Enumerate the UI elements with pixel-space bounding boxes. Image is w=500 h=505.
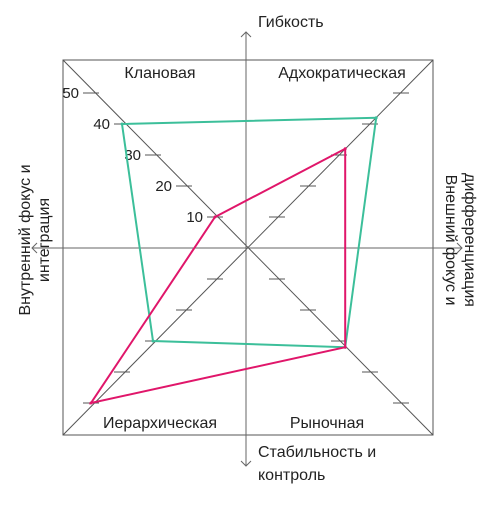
series-point [89, 401, 93, 405]
series-point [120, 122, 124, 126]
axis-label-bottom-2: контроль [258, 467, 325, 484]
tick-label: 20 [155, 178, 172, 195]
axis-label-left-2: интеграция [36, 198, 53, 282]
series-point [213, 215, 217, 219]
series-point [151, 339, 155, 343]
series-point [343, 345, 347, 349]
quadrant-label-clan: Клановая [124, 65, 195, 82]
tick-label: 50 [62, 85, 79, 102]
axis-label-bottom-1: Стабильность и [258, 444, 376, 461]
tick-label: 10 [186, 209, 203, 226]
axis-label-left-1: Внутренний фокус и [17, 164, 34, 315]
axis-label-right-1: Внешний фокус и [442, 175, 459, 306]
tick-label: 40 [93, 116, 110, 133]
tick-labels: 10 20 30 40 50 [62, 85, 203, 226]
axis-label-top: Гибкость [258, 14, 324, 31]
quadrant-label-adhocracy: Адхократическая [278, 65, 406, 82]
quadrant-label-hierarchy: Иерархическая [103, 415, 217, 432]
tick-label: 30 [124, 147, 141, 164]
axis-label-right-2: дифференциация [461, 173, 478, 307]
series-layer [88, 116, 378, 405]
series-point [374, 116, 378, 120]
series-point [343, 147, 347, 151]
quadrant-label-market: Рыночная [290, 415, 364, 432]
